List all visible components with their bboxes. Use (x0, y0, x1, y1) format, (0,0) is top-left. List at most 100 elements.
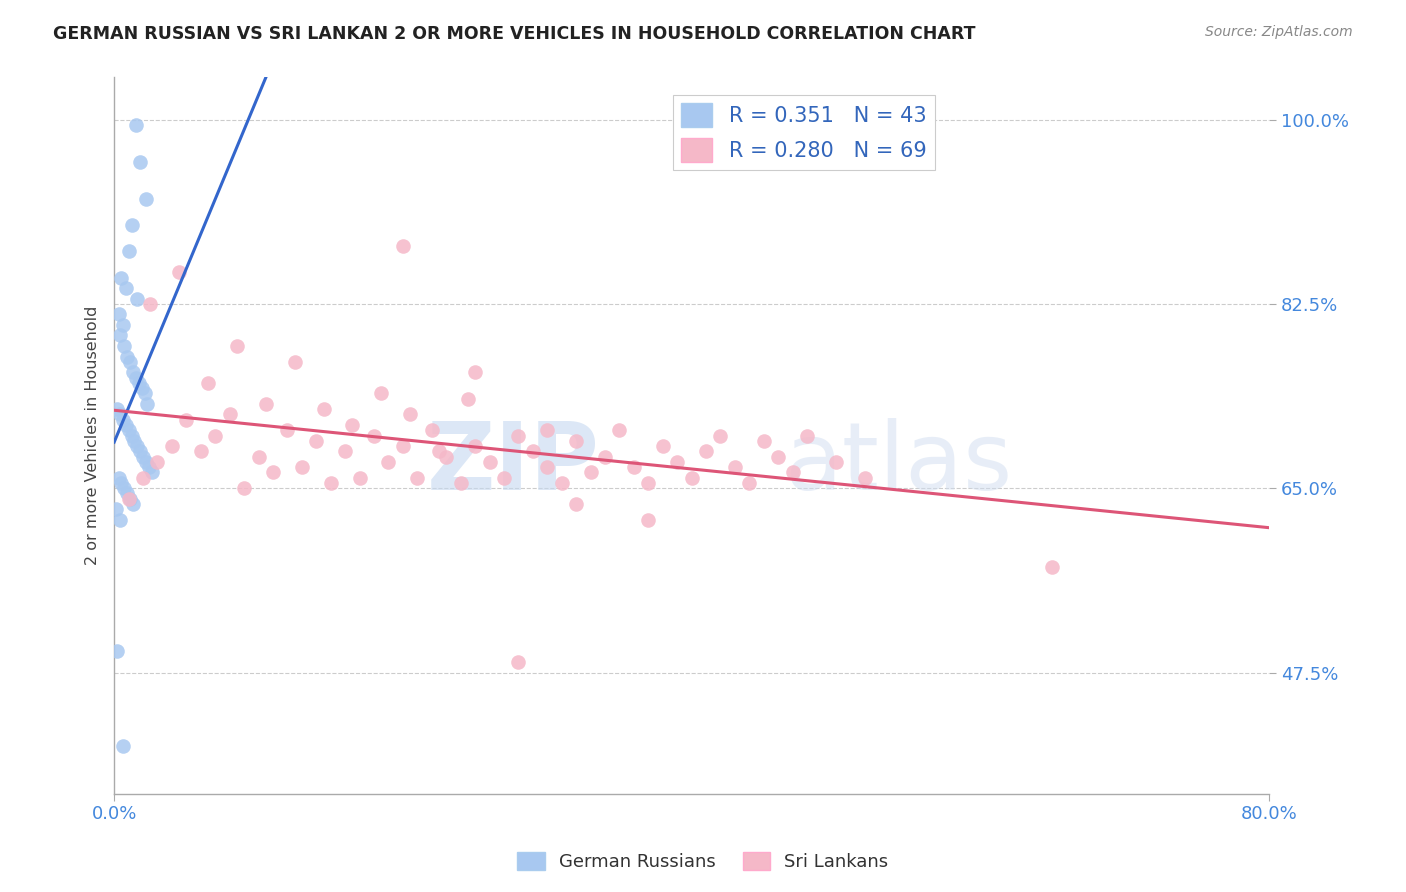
Point (276, 423, 298, 437)
Point (284, 355, 307, 369)
Point (115, 350, 138, 364)
Point (146, 455, 169, 469)
Point (135, 455, 157, 469)
Point (709, 428, 731, 442)
Point (120, 491, 142, 506)
Point (132, 450, 155, 464)
Point (464, 365, 486, 379)
Point (127, 439, 149, 453)
Point (434, 450, 457, 464)
Point (492, 471, 515, 485)
Point (111, 318, 134, 332)
Point (107, 307, 129, 321)
Point (695, 444, 717, 458)
Point (218, 408, 240, 422)
Point (291, 460, 314, 475)
Point (536, 423, 558, 437)
Point (782, 466, 804, 480)
Point (111, 739, 134, 754)
Point (121, 218, 143, 232)
Point (105, 644, 128, 658)
Point (478, 455, 501, 469)
Y-axis label: 2 or more Vehicles in Household: 2 or more Vehicles in Household (86, 306, 100, 566)
Point (508, 428, 530, 442)
Point (752, 434, 775, 448)
Point (427, 444, 450, 458)
Text: GERMAN RUSSIAN VS SRI LANKAN 2 OR MORE VEHICLES IN HOUSEHOLD CORRELATION CHART: GERMAN RUSSIAN VS SRI LANKAN 2 OR MORE V… (53, 25, 976, 43)
Point (122, 497, 145, 511)
Point (197, 376, 219, 390)
Point (319, 475, 342, 490)
Point (825, 455, 848, 469)
Point (129, 444, 152, 458)
Point (254, 397, 277, 411)
Point (115, 486, 138, 500)
Point (117, 244, 139, 259)
Point (579, 466, 602, 480)
Point (160, 439, 183, 453)
Point (392, 239, 415, 253)
Point (853, 471, 876, 485)
Point (110, 475, 132, 490)
Point (333, 444, 356, 458)
Point (796, 428, 818, 442)
Point (190, 444, 212, 458)
Text: ZIP: ZIP (426, 418, 599, 510)
Point (122, 365, 145, 379)
Point (108, 328, 131, 343)
Point (129, 154, 152, 169)
Point (651, 439, 673, 453)
Point (464, 439, 486, 453)
Point (111, 413, 134, 427)
Legend: R = 0.351   N = 43, R = 0.280   N = 69: R = 0.351 N = 43, R = 0.280 N = 69 (673, 95, 935, 170)
Point (125, 370, 148, 384)
Point (114, 281, 136, 295)
Text: atlas: atlas (785, 418, 1012, 510)
Point (112, 339, 135, 353)
Point (766, 450, 789, 464)
Point (637, 475, 659, 490)
Point (342, 417, 364, 432)
Point (450, 475, 472, 490)
Point (176, 413, 198, 427)
Point (420, 423, 443, 437)
Point (370, 386, 392, 401)
Point (738, 475, 761, 490)
Point (637, 513, 659, 527)
Point (233, 481, 256, 495)
Point (406, 471, 429, 485)
Point (363, 428, 385, 442)
Point (120, 355, 142, 369)
Point (121, 428, 143, 442)
Point (134, 386, 156, 401)
Point (132, 471, 155, 485)
Point (565, 497, 588, 511)
Point (105, 402, 128, 417)
Point (349, 471, 371, 485)
Point (104, 502, 127, 516)
Point (117, 423, 139, 437)
Point (550, 475, 572, 490)
Point (139, 297, 162, 311)
Point (536, 460, 558, 475)
Point (565, 434, 588, 448)
Point (247, 450, 270, 464)
Point (135, 192, 157, 206)
Point (128, 376, 150, 390)
Point (117, 491, 139, 506)
Point (508, 655, 530, 669)
Point (312, 402, 335, 417)
Point (167, 265, 190, 279)
Point (593, 450, 616, 464)
Point (108, 408, 131, 422)
Point (522, 444, 544, 458)
Text: Source: ZipAtlas.com: Source: ZipAtlas.com (1205, 25, 1353, 39)
Point (131, 381, 153, 395)
Point (112, 481, 135, 495)
Point (114, 417, 136, 432)
Point (110, 270, 132, 285)
Point (262, 466, 284, 480)
Point (124, 434, 146, 448)
Legend: German Russians, Sri Lankans: German Russians, Sri Lankans (510, 845, 896, 879)
Point (681, 471, 703, 485)
